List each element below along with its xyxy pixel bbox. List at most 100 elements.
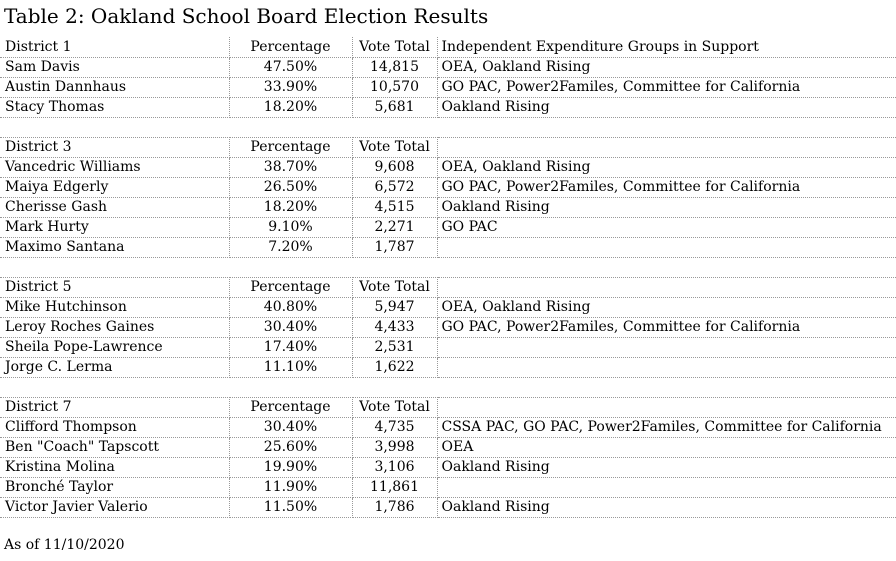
candidate-row: Sam Davis 47.50% 14,815 OEA, Oakland Ris… [0, 56, 896, 78]
candidate-votes: 5,681 [351, 96, 438, 118]
candidate-groups: Oakland Rising [436, 96, 896, 118]
district-header: District 3 [0, 136, 230, 158]
candidate-percentage: 38.70% [228, 156, 353, 178]
candidate-name: Maximo Santana [0, 236, 230, 258]
candidate-name: Jorge C. Lerma [0, 356, 230, 378]
candidate-votes: 4,735 [351, 416, 438, 438]
candidate-name: Clifford Thompson [0, 416, 230, 438]
candidate-name: Sam Davis [0, 56, 230, 78]
candidate-groups: GO PAC, Power2Familes, Committee for Cal… [436, 176, 896, 198]
district-header-row: District 7 Percentage Vote Total [0, 396, 896, 418]
percentage-header: Percentage [228, 37, 353, 58]
candidate-row: Clifford Thompson 30.40% 4,735 CSSA PAC,… [0, 416, 896, 438]
district-table: District 3 Percentage Vote Total Vancedr… [0, 136, 896, 258]
candidate-row: Vancedric Williams 38.70% 9,608 OEA, Oak… [0, 156, 896, 178]
candidate-percentage: 11.10% [228, 356, 353, 378]
candidate-percentage: 40.80% [228, 296, 353, 318]
candidate-row: Ben "Coach" Tapscott 25.60% 3,998 OEA [0, 436, 896, 458]
candidate-percentage: 33.90% [228, 76, 353, 98]
candidate-row: Mike Hutchinson 40.80% 5,947 OEA, Oaklan… [0, 296, 896, 318]
candidate-percentage: 18.20% [228, 96, 353, 118]
candidate-votes: 1,787 [351, 236, 438, 258]
candidate-row: Kristina Molina 19.90% 3,106 Oakland Ris… [0, 456, 896, 478]
candidate-row: Bronché Taylor 11.90% 11,861 [0, 476, 896, 498]
candidate-row: Cherisse Gash 18.20% 4,515 Oakland Risin… [0, 196, 896, 218]
candidate-percentage: 30.40% [228, 316, 353, 338]
groups-header: Independent Expenditure Groups in Suppor… [436, 37, 896, 58]
candidate-votes: 3,998 [351, 436, 438, 458]
district-header-row: District 3 Percentage Vote Total [0, 136, 896, 158]
candidate-row: Austin Dannhaus 33.90% 10,570 GO PAC, Po… [0, 76, 896, 98]
candidate-row: Maximo Santana 7.20% 1,787 [0, 236, 896, 258]
groups-header [436, 136, 896, 158]
vote-total-header: Vote Total [351, 37, 438, 58]
candidate-percentage: 47.50% [228, 56, 353, 78]
candidate-groups [436, 236, 896, 258]
candidate-name: Mark Hurty [0, 216, 230, 238]
candidate-votes: 3,106 [351, 456, 438, 478]
candidate-groups: Oakland Rising [436, 196, 896, 218]
candidate-percentage: 19.90% [228, 456, 353, 478]
candidate-groups: CSSA PAC, GO PAC, Power2Familes, Committ… [436, 416, 896, 438]
candidate-percentage: 26.50% [228, 176, 353, 198]
candidate-groups: OEA [436, 436, 896, 458]
candidate-name: Mike Hutchinson [0, 296, 230, 318]
candidate-name: Stacy Thomas [0, 96, 230, 118]
district-header: District 1 [0, 37, 230, 58]
district-table: District 7 Percentage Vote Total Cliffor… [0, 396, 896, 518]
candidate-row: Maiya Edgerly 26.50% 6,572 GO PAC, Power… [0, 176, 896, 198]
candidate-groups: OEA, Oakland Rising [436, 296, 896, 318]
candidate-groups: Oakland Rising [436, 456, 896, 478]
footnote: As of 11/10/2020 [4, 536, 125, 553]
district-header-row: District 5 Percentage Vote Total [0, 276, 896, 298]
candidate-groups: Oakland Rising [436, 496, 896, 518]
candidate-votes: 11,861 [351, 476, 438, 498]
candidate-name: Cherisse Gash [0, 196, 230, 218]
candidate-groups [436, 336, 896, 358]
candidate-name: Sheila Pope-Lawrence [0, 336, 230, 358]
candidate-groups: GO PAC [436, 216, 896, 238]
percentage-header: Percentage [228, 136, 353, 158]
page: Table 2: Oakland School Board Election R… [0, 4, 896, 553]
vote-total-header: Vote Total [351, 276, 438, 298]
candidate-votes: 5,947 [351, 296, 438, 318]
candidate-percentage: 9.10% [228, 216, 353, 238]
candidate-votes: 10,570 [351, 76, 438, 98]
tables-container: District 1 Percentage Vote Total Indepen… [0, 37, 896, 518]
candidate-name: Bronché Taylor [0, 476, 230, 498]
percentage-header: Percentage [228, 396, 353, 418]
candidate-groups [436, 356, 896, 378]
groups-header [436, 396, 896, 418]
candidate-percentage: 30.40% [228, 416, 353, 438]
candidate-row: Mark Hurty 9.10% 2,271 GO PAC [0, 216, 896, 238]
candidate-percentage: 17.40% [228, 336, 353, 358]
candidate-row: Leroy Roches Gaines 30.40% 4,433 GO PAC,… [0, 316, 896, 338]
vote-total-header: Vote Total [351, 136, 438, 158]
candidate-percentage: 7.20% [228, 236, 353, 258]
groups-header [436, 276, 896, 298]
candidate-groups [436, 476, 896, 498]
candidate-votes: 4,515 [351, 196, 438, 218]
vote-total-header: Vote Total [351, 396, 438, 418]
candidate-percentage: 11.50% [228, 496, 353, 518]
candidate-row: Victor Javier Valerio 11.50% 1,786 Oakla… [0, 496, 896, 518]
candidate-name: Leroy Roches Gaines [0, 316, 230, 338]
district-table: District 5 Percentage Vote Total Mike Hu… [0, 276, 896, 378]
candidate-votes: 1,786 [351, 496, 438, 518]
candidate-percentage: 11.90% [228, 476, 353, 498]
district-header-row: District 1 Percentage Vote Total Indepen… [0, 37, 896, 58]
candidate-name: Vancedric Williams [0, 156, 230, 178]
candidate-name: Kristina Molina [0, 456, 230, 478]
candidate-groups: GO PAC, Power2Familes, Committee for Cal… [436, 316, 896, 338]
candidate-groups: OEA, Oakland Rising [436, 56, 896, 78]
candidate-row: Stacy Thomas 18.20% 5,681 Oakland Rising [0, 96, 896, 118]
district-header: District 7 [0, 396, 230, 418]
candidate-row: Sheila Pope-Lawrence 17.40% 2,531 [0, 336, 896, 358]
district-header: District 5 [0, 276, 230, 298]
candidate-name: Ben "Coach" Tapscott [0, 436, 230, 458]
candidate-votes: 4,433 [351, 316, 438, 338]
candidate-votes: 14,815 [351, 56, 438, 78]
candidate-groups: GO PAC, Power2Familes, Committee for Cal… [436, 76, 896, 98]
candidate-row: Jorge C. Lerma 11.10% 1,622 [0, 356, 896, 378]
candidate-percentage: 25.60% [228, 436, 353, 458]
